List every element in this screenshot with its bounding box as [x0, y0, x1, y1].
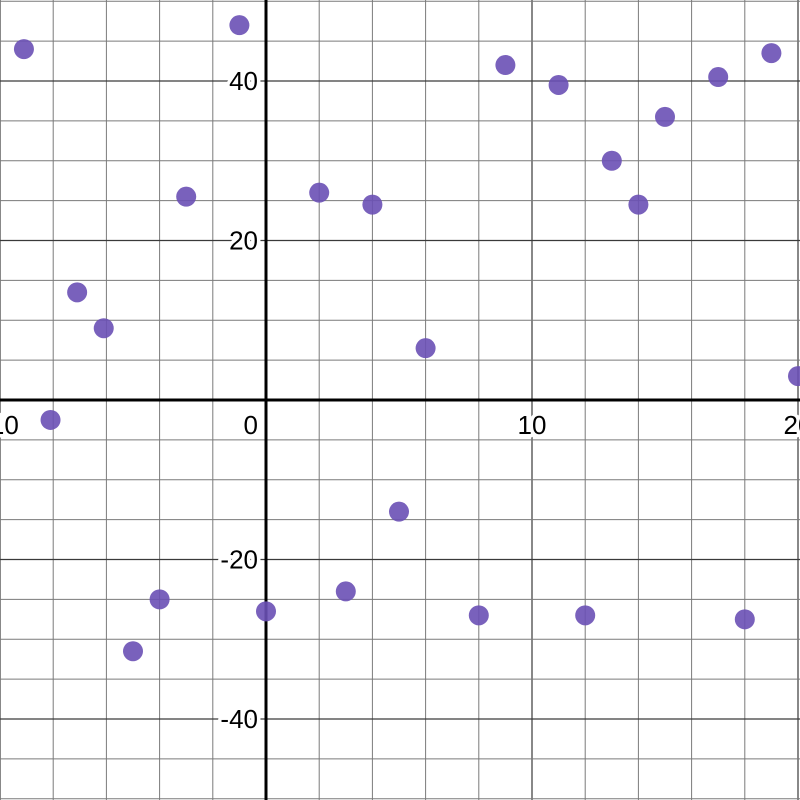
- origin-label: 0: [244, 410, 258, 440]
- data-point: [628, 194, 649, 215]
- x-tick-label: 20: [784, 410, 800, 440]
- data-point: [256, 601, 276, 622]
- tick-labels: -10 10 20 0 -40 -20 20 40: [0, 63, 800, 738]
- y-tick-label: -40: [220, 704, 258, 734]
- x-tick-label: -10: [0, 410, 19, 440]
- data-point: [495, 55, 516, 76]
- data-point: [389, 501, 409, 522]
- data-point: [708, 67, 729, 88]
- y-tick-label: 20: [229, 226, 258, 256]
- data-point: [575, 605, 596, 626]
- data-point: [309, 182, 330, 203]
- x-tick-label: 10: [518, 410, 547, 440]
- data-point: [229, 15, 250, 36]
- data-point: [761, 43, 782, 64]
- y-tick-label: 40: [229, 66, 258, 96]
- data-point: [335, 581, 356, 602]
- data-point: [734, 609, 755, 630]
- data-point: [176, 186, 197, 207]
- data-point: [601, 150, 622, 171]
- data-point: [149, 589, 170, 610]
- y-tick-label: -20: [220, 545, 258, 575]
- data-point: [788, 366, 800, 387]
- data-point: [123, 641, 143, 662]
- data-point: [13, 39, 34, 60]
- data-point: [655, 106, 675, 127]
- data-points: [13, 15, 800, 662]
- data-point: [415, 338, 436, 359]
- data-point: [548, 74, 569, 95]
- data-point: [93, 318, 114, 339]
- data-point: [468, 605, 489, 626]
- data-point: [362, 194, 383, 215]
- data-point: [40, 409, 61, 430]
- data-point: [67, 282, 88, 303]
